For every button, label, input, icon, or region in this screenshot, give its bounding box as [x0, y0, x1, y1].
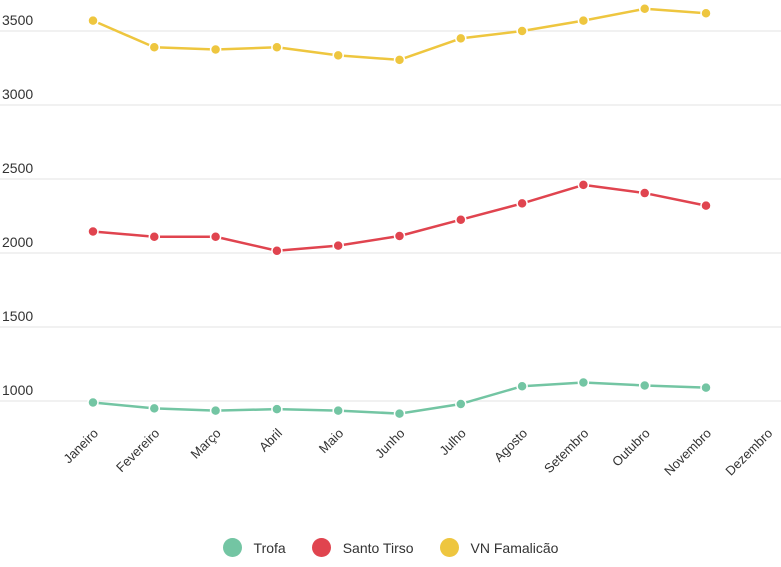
- data-point[interactable]: [332, 239, 344, 252]
- data-point[interactable]: [700, 199, 712, 212]
- data-point[interactable]: [455, 213, 467, 226]
- data-point[interactable]: [516, 25, 528, 37]
- legend-marker-vn-famalicao: [439, 538, 459, 557]
- legend-marker-trofa: [222, 538, 242, 557]
- x-tick-label: Agosto: [491, 426, 530, 465]
- data-point[interactable]: [148, 402, 161, 415]
- x-tick-label: Outubro: [609, 426, 653, 470]
- x-tick-label: Maio: [316, 426, 347, 457]
- data-point[interactable]: [455, 32, 467, 45]
- x-tick-label: Janeiro: [60, 426, 101, 467]
- data-point[interactable]: [148, 41, 161, 54]
- data-point[interactable]: [577, 14, 590, 27]
- legend-label-vn-famalicao: VN Famalicão: [470, 539, 559, 556]
- data-point[interactable]: [332, 49, 344, 62]
- data-point[interactable]: [332, 404, 344, 417]
- y-tick-label: 2000: [2, 234, 33, 250]
- data-point[interactable]: [271, 403, 283, 415]
- data-point[interactable]: [638, 379, 651, 392]
- legend-item-santo-tirso[interactable]: Santo Tirso: [311, 538, 414, 557]
- data-point[interactable]: [577, 179, 590, 191]
- x-tick-label: Dezembro: [722, 426, 775, 479]
- x-axis-tick-labels: Janeiro Fevereiro Março Abril Maio Junho Julho…: [60, 425, 775, 478]
- y-tick-label: 1000: [2, 382, 33, 398]
- legend-label-santo-tirso: Santo Tirso: [342, 539, 414, 556]
- data-point[interactable]: [638, 187, 651, 199]
- x-tick-label: Novembro: [661, 426, 714, 479]
- legend: Trofa Santo Tirso VN Famalicão: [0, 538, 781, 557]
- data-point[interactable]: [393, 54, 406, 66]
- data-point[interactable]: [87, 14, 99, 27]
- y-tick-label: 3000: [2, 86, 33, 102]
- y-tick-label: 3500: [2, 12, 33, 28]
- x-tick-label: Março: [188, 426, 224, 462]
- data-point[interactable]: [455, 398, 467, 410]
- data-point[interactable]: [638, 3, 651, 15]
- data-point[interactable]: [87, 225, 99, 238]
- data-point[interactable]: [209, 404, 222, 417]
- data-point[interactable]: [87, 396, 99, 409]
- data-point[interactable]: [516, 380, 528, 392]
- x-tick-label: Abril: [256, 425, 285, 454]
- data-point[interactable]: [700, 381, 712, 394]
- data-point[interactable]: [700, 7, 712, 19]
- data-point[interactable]: [516, 197, 528, 210]
- x-tick-label: Julho: [436, 426, 469, 459]
- legend-marker-santo-tirso: [311, 538, 331, 557]
- data-point[interactable]: [393, 230, 406, 242]
- y-tick-label: 1500: [2, 308, 33, 324]
- x-tick-label: Setembro: [541, 426, 591, 476]
- x-tick-label: Junho: [372, 426, 408, 462]
- grid-lines: [0, 30, 781, 402]
- y-tick-label: 2500: [2, 160, 33, 176]
- data-point[interactable]: [209, 43, 222, 56]
- series-line-2: [92, 7, 707, 62]
- data-point[interactable]: [577, 376, 590, 389]
- series-points: [87, 3, 712, 420]
- series-lines: [92, 7, 707, 415]
- x-tick-label: Fevereiro: [113, 426, 162, 475]
- data-point[interactable]: [148, 230, 161, 243]
- data-point[interactable]: [393, 407, 406, 420]
- y-axis-tick-labels: 1000 1500 2000 2500 3000 3500: [2, 12, 33, 398]
- data-point[interactable]: [271, 245, 283, 257]
- data-point[interactable]: [209, 230, 222, 243]
- data-point[interactable]: [271, 41, 283, 54]
- legend-item-vn-famalicao[interactable]: VN Famalicão: [439, 538, 559, 557]
- legend-item-trofa[interactable]: Trofa: [222, 538, 286, 557]
- legend-label-trofa: Trofa: [253, 539, 286, 556]
